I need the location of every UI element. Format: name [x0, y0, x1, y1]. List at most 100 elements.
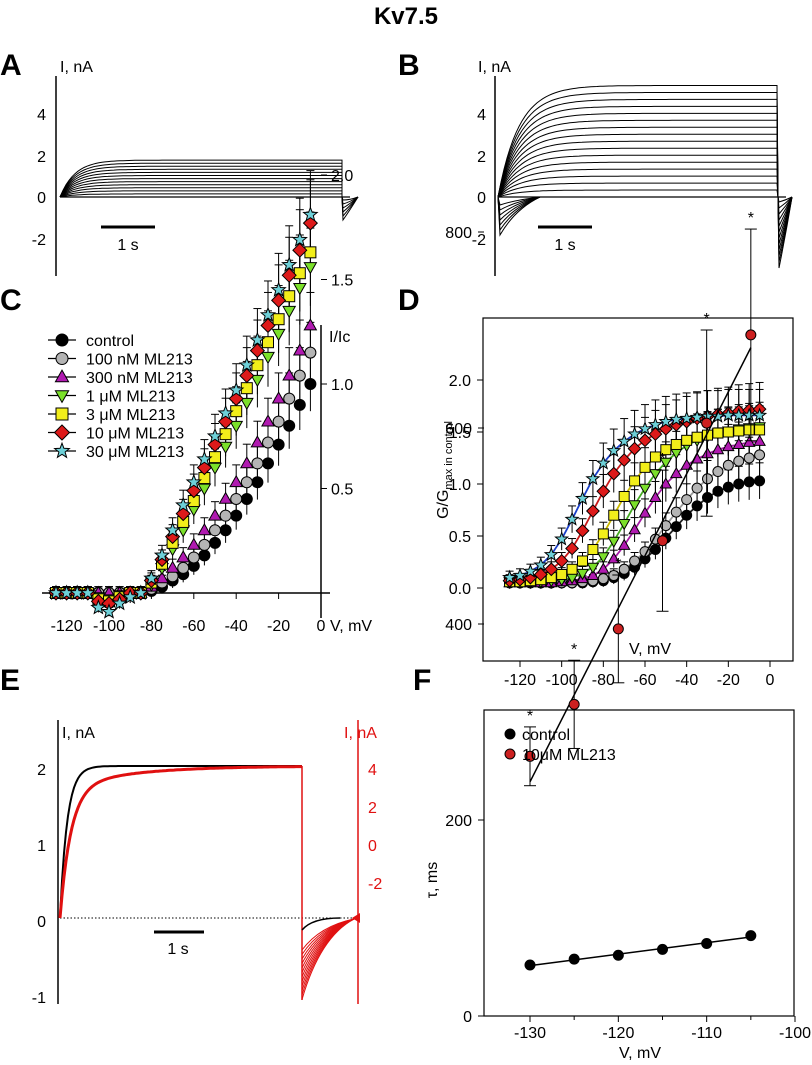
- panel-d-point: [649, 490, 662, 502]
- panel-d-ylabel-group: G/Gmax in control: [435, 421, 455, 519]
- current-trace: [59, 175, 343, 198]
- tail-trace: [341, 196, 359, 222]
- panel-d-point: [670, 506, 682, 518]
- panel-d-point: [712, 427, 724, 439]
- legend-label: 30 μM ML213: [86, 444, 184, 461]
- panel-c-point: [79, 584, 96, 600]
- panel-c-point: [261, 351, 275, 365]
- panel-c-point: [251, 359, 264, 372]
- panel-d-xtick-label: -120: [504, 672, 536, 689]
- current-trace: [497, 154, 779, 198]
- panel-d-point: [754, 424, 766, 436]
- panel-c-point: [240, 492, 253, 505]
- panel-f-point: [524, 959, 536, 971]
- panel-d-point: [608, 509, 620, 521]
- panel-c-point: [122, 588, 139, 605]
- panel-b-ylabel: I, nA: [478, 59, 511, 76]
- current-trace: [497, 119, 779, 198]
- panel-a-ytick: 0: [37, 190, 46, 207]
- panel-c-point: [230, 492, 243, 505]
- panel-d-point: [691, 500, 703, 512]
- panel-c-point: [304, 246, 317, 259]
- panel-d-point: [733, 425, 745, 437]
- panel-c-plot: -120 -100 -80 -60 -40 -20 0 0.5 1.0 1.5 2.0: [42, 168, 353, 635]
- panel-c-point: [198, 538, 211, 551]
- panel-f-xtick-label: -130: [514, 1025, 546, 1042]
- panel-e-scale-label: 1 s: [167, 941, 188, 958]
- panel-c-point: [283, 392, 296, 405]
- current-trace: [497, 161, 779, 198]
- panel-b-ytick: 0: [477, 190, 486, 207]
- panel-d-point: [617, 538, 631, 550]
- panel-d-point: [722, 426, 734, 438]
- panel-c-point: [292, 242, 308, 258]
- panel-f-point: [657, 535, 668, 547]
- panel-d-point: [753, 434, 766, 446]
- panel-d-point: [597, 573, 609, 585]
- panel-f-xlabel: V, mV: [619, 1045, 661, 1062]
- panel-d-point: [638, 483, 652, 495]
- panel-f-point: [701, 937, 713, 949]
- panel-d-point: [596, 484, 611, 499]
- panel-d-point: [627, 441, 642, 456]
- panel-d-point: [681, 494, 693, 506]
- panel-d-point: [606, 442, 622, 458]
- panel-c-point: [196, 450, 213, 467]
- panel-d-ytick-label: 0.0: [449, 581, 471, 598]
- tail-trace: [341, 196, 359, 209]
- panel-f-point: [701, 417, 713, 429]
- panel-d-point: [544, 562, 559, 577]
- panel-d-point: [512, 567, 528, 582]
- legend-label: 10μM ML213: [522, 747, 616, 764]
- panel-d-point: [638, 506, 652, 518]
- panel-c-point: [249, 342, 266, 359]
- panel-d-point: [680, 458, 694, 470]
- panel-d-point: [586, 562, 600, 575]
- panel-d-point: [533, 567, 548, 582]
- panel-f-significance: *: [527, 708, 533, 725]
- legend-marker: [55, 407, 69, 421]
- panel-d-ytick-label: 1.0: [449, 477, 471, 494]
- panel-e-ticks: 2 1 0 -1 4 2 0 -2: [32, 762, 383, 1007]
- panel-d-point: [585, 470, 601, 486]
- legend-label: 3 μM ML213: [86, 407, 175, 424]
- panel-d-point: [566, 563, 578, 575]
- panel-c-point: [251, 457, 264, 470]
- panel-d-point: [743, 424, 755, 436]
- panel-c-point: [239, 397, 254, 411]
- panel-d-point: [649, 451, 661, 463]
- panel-e-arrow: [352, 913, 360, 923]
- panel-c-point: [270, 281, 287, 297]
- panel-c-point: [217, 404, 234, 421]
- panel-d-point: [543, 546, 559, 562]
- panel-c-point: [209, 536, 221, 549]
- legend-marker: [54, 369, 70, 383]
- panel-f-point: [524, 750, 536, 762]
- panel-label-b: B: [398, 49, 420, 82]
- panel-d-point: [658, 413, 674, 429]
- panel-d-point: [732, 437, 746, 449]
- panel-c-xtick-label: -40: [225, 618, 248, 635]
- current-trace: [497, 126, 779, 198]
- panel-a-ytick: 4: [37, 107, 46, 124]
- panel-f-frame: [483, 709, 795, 1017]
- panel-c-point: [270, 292, 287, 309]
- panel-d-ytick-label: 1.5: [449, 425, 471, 442]
- panel-d-plot: -120 -100 -80 -60 -40 -20 0 0.0 0.5 1.0 1.5 2.0: [449, 373, 775, 689]
- panel-c-point: [197, 522, 212, 536]
- panel-d-point: [701, 447, 714, 459]
- panel-c-xtick-label: -20: [267, 618, 290, 635]
- panel-c-point: [229, 420, 244, 434]
- panel-c-point: [208, 508, 222, 521]
- panel-d-point: [637, 420, 653, 436]
- panel-d-point: [577, 555, 588, 567]
- panel-f-significance: *: [748, 210, 754, 227]
- panel-d: -120 -100 -80 -60 -40 -20 0 0.0 0.5 1.0 1.5 2.0 G/G…: [435, 317, 794, 689]
- panel-d-point: [721, 439, 735, 452]
- panel-d-point: [712, 485, 724, 497]
- panel-d-point: [649, 469, 662, 481]
- panel-f-significance: *: [615, 556, 621, 573]
- panel-c-point: [303, 318, 318, 331]
- panel-e-ytick-right: 4: [368, 762, 377, 779]
- panel-b: I, nA 4 2 0 -2 1 s: [472, 59, 793, 276]
